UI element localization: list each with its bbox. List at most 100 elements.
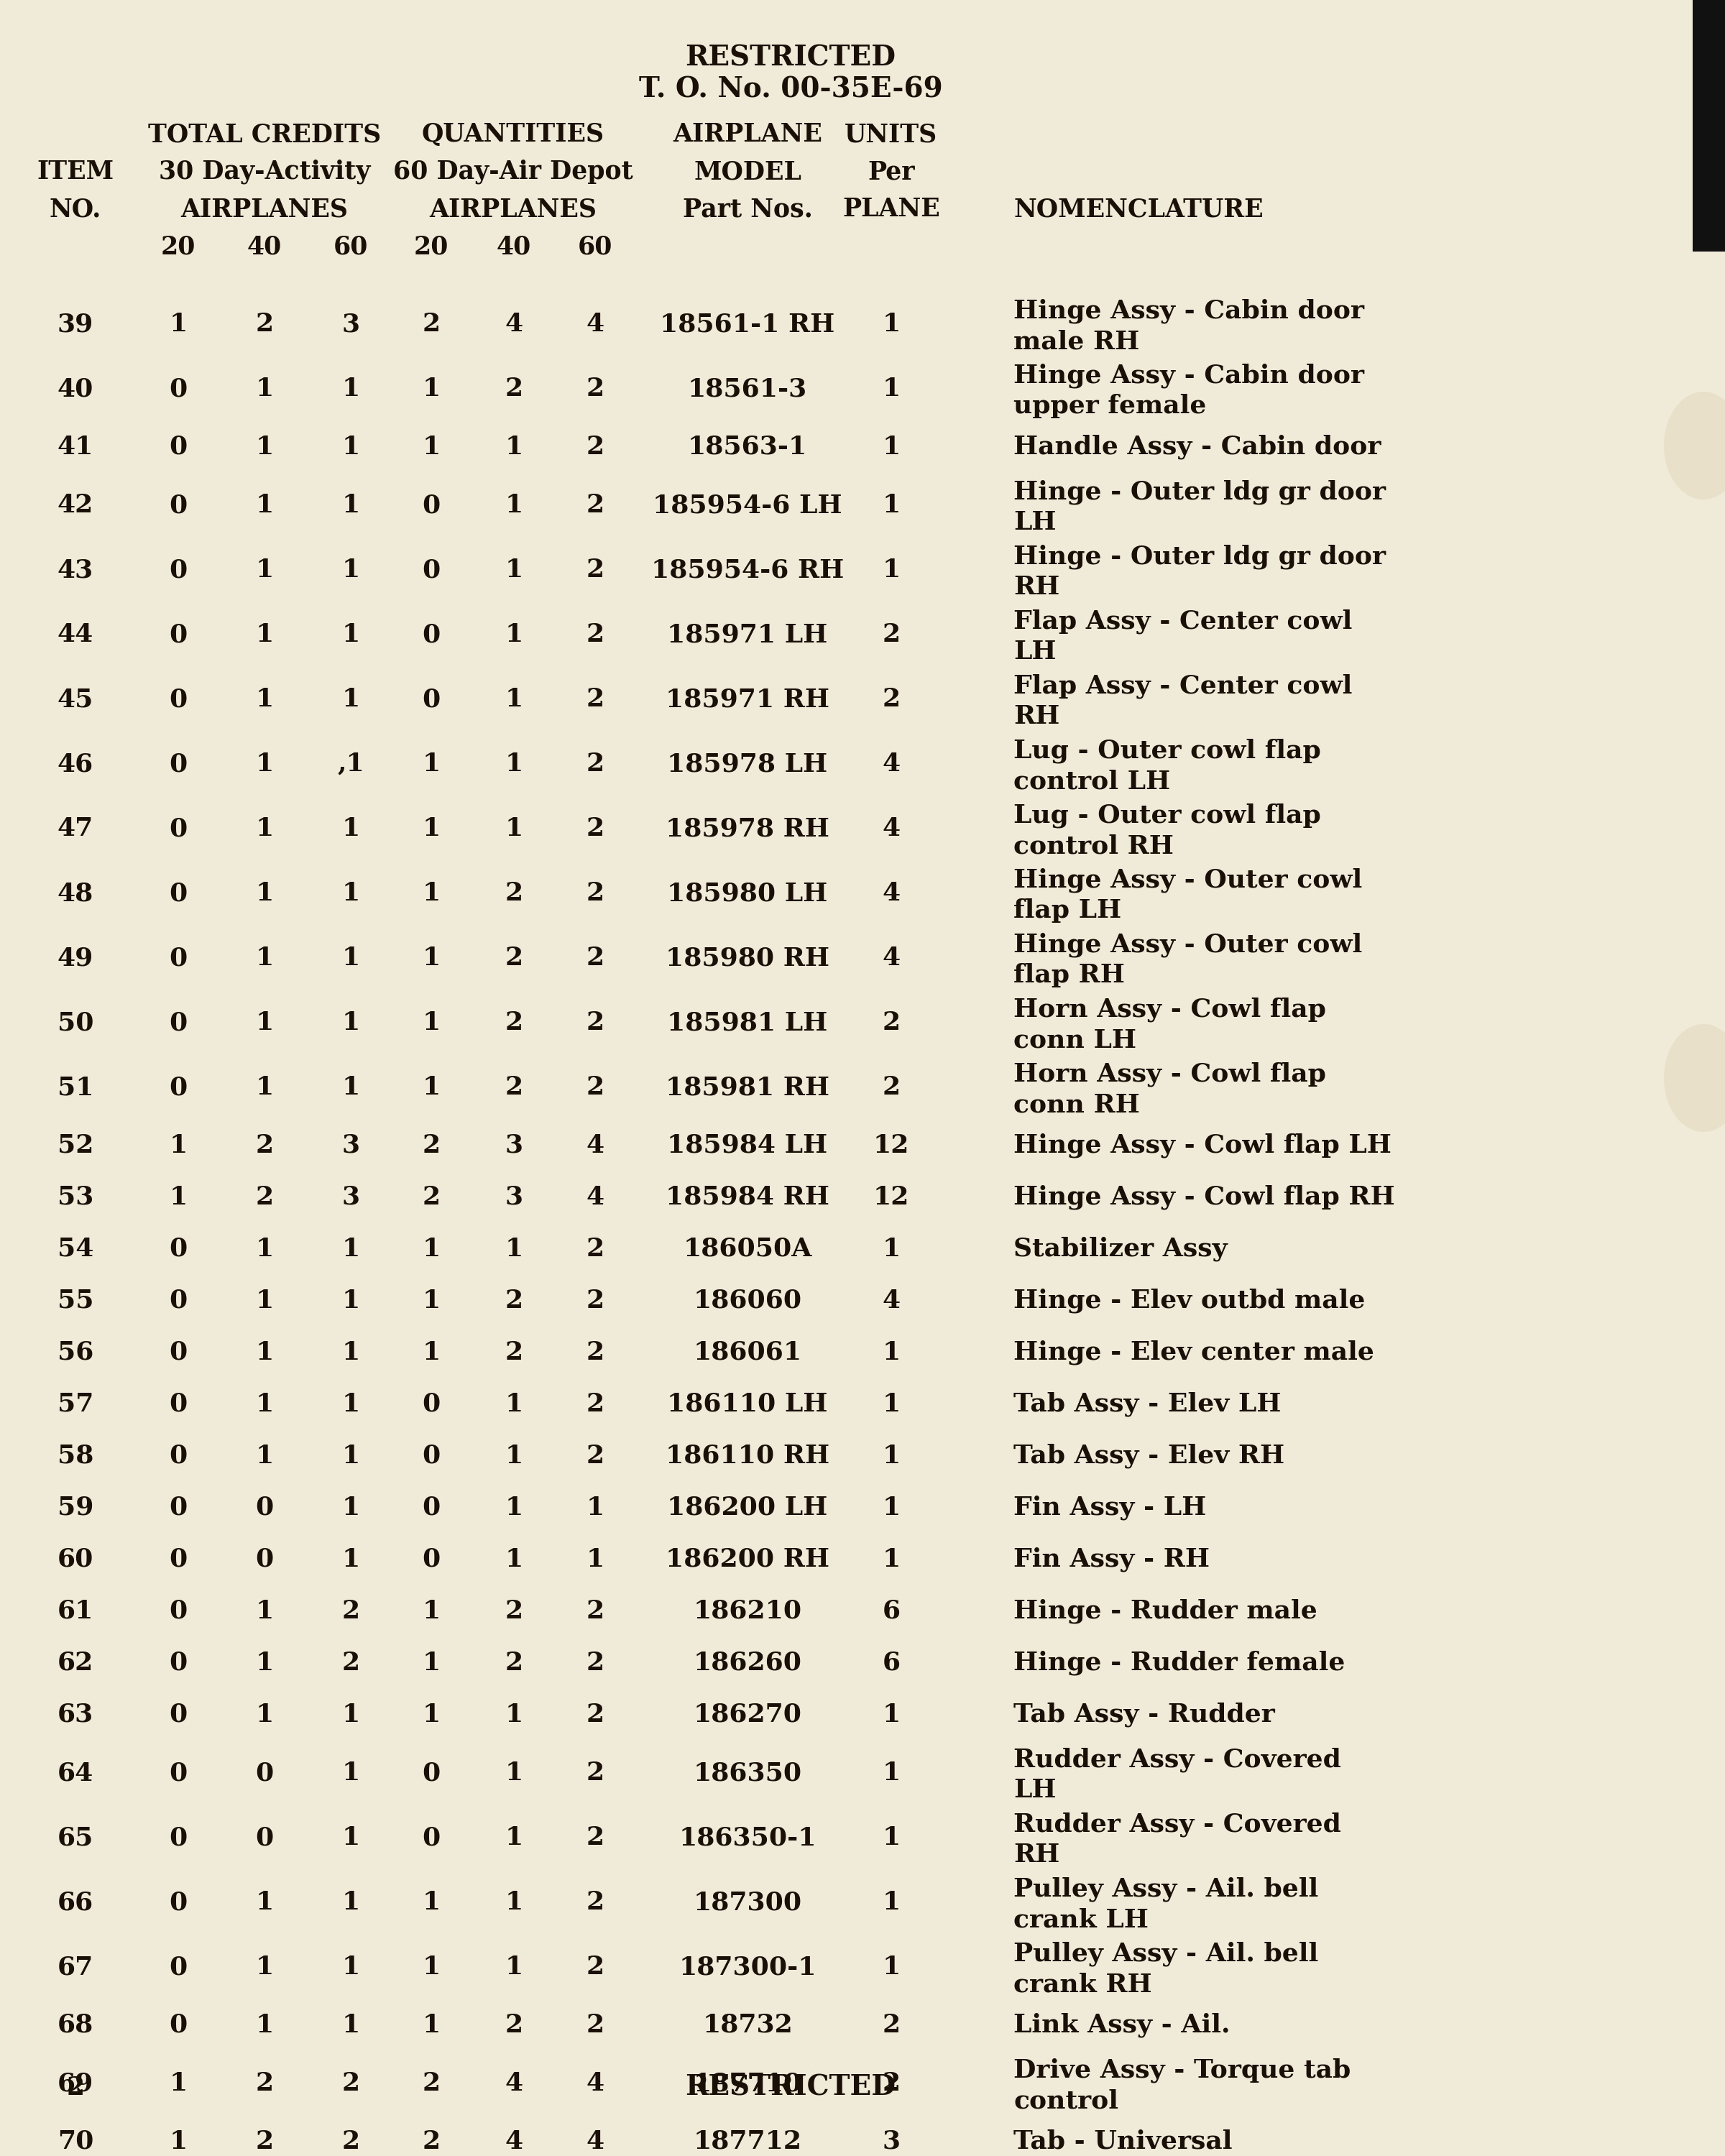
Text: LH: LH bbox=[1014, 511, 1056, 535]
Text: 2: 2 bbox=[423, 2072, 440, 2096]
Text: 45: 45 bbox=[57, 688, 93, 711]
Text: 2: 2 bbox=[423, 2130, 440, 2154]
Text: 1: 1 bbox=[255, 2014, 274, 2037]
Text: 1: 1 bbox=[342, 1496, 361, 1520]
Text: 1: 1 bbox=[505, 1238, 523, 1261]
Text: 185984 RH: 185984 RH bbox=[666, 1186, 830, 1210]
Text: 0: 0 bbox=[423, 558, 440, 582]
Text: 1: 1 bbox=[255, 377, 274, 401]
Text: 3: 3 bbox=[505, 1134, 523, 1158]
Text: Drive Assy - Torque tab: Drive Assy - Torque tab bbox=[1014, 2059, 1351, 2083]
Text: 4: 4 bbox=[587, 1186, 604, 1210]
Text: 2: 2 bbox=[255, 2130, 274, 2154]
Text: 2: 2 bbox=[587, 1011, 604, 1035]
Text: 185978 RH: 185978 RH bbox=[666, 817, 830, 841]
Text: 1: 1 bbox=[881, 1445, 900, 1468]
Text: 18563-1: 18563-1 bbox=[688, 436, 807, 459]
Text: 1: 1 bbox=[342, 494, 361, 517]
Text: 0: 0 bbox=[169, 1496, 188, 1520]
Text: 0: 0 bbox=[169, 436, 188, 459]
Text: 1: 1 bbox=[423, 1011, 440, 1035]
Text: 186060: 186060 bbox=[693, 1289, 802, 1313]
Bar bbox=[1692, 0, 1725, 252]
Text: 3: 3 bbox=[342, 1186, 361, 1210]
Text: 1: 1 bbox=[423, 1955, 440, 1979]
Text: 1: 1 bbox=[255, 1011, 274, 1035]
Text: 1: 1 bbox=[342, 623, 361, 647]
Text: 0: 0 bbox=[169, 688, 188, 711]
Text: 2: 2 bbox=[505, 1011, 523, 1035]
Text: 2: 2 bbox=[587, 1955, 604, 1979]
Text: 2: 2 bbox=[505, 1600, 523, 1623]
Text: ,1: ,1 bbox=[336, 752, 364, 776]
Text: 186210: 186210 bbox=[693, 1600, 802, 1623]
Text: Hinge - Elev center male: Hinge - Elev center male bbox=[1014, 1341, 1375, 1365]
Text: 2: 2 bbox=[587, 377, 604, 401]
Text: 185981 LH: 185981 LH bbox=[668, 1011, 828, 1035]
Text: 0: 0 bbox=[169, 1955, 188, 1979]
Text: 187300: 187300 bbox=[693, 1891, 802, 1915]
Text: 187710: 187710 bbox=[693, 2072, 802, 2096]
Text: 1: 1 bbox=[881, 377, 900, 401]
Text: 60: 60 bbox=[333, 235, 367, 259]
Text: 1: 1 bbox=[881, 1548, 900, 1572]
Text: 1: 1 bbox=[342, 1955, 361, 1979]
Text: 1: 1 bbox=[255, 882, 274, 906]
Text: 1: 1 bbox=[342, 1548, 361, 1572]
Text: 2: 2 bbox=[587, 1341, 604, 1365]
Text: 1: 1 bbox=[169, 2072, 188, 2096]
Text: 1: 1 bbox=[423, 1289, 440, 1313]
Text: 0: 0 bbox=[255, 1496, 274, 1520]
Text: 0: 0 bbox=[423, 623, 440, 647]
Text: 186350: 186350 bbox=[693, 1761, 802, 1785]
Text: Pulley Assy - Ail. bell: Pulley Assy - Ail. bell bbox=[1014, 1943, 1318, 1966]
Text: 67: 67 bbox=[57, 1955, 93, 1979]
Text: 1: 1 bbox=[342, 2014, 361, 2037]
Text: 2: 2 bbox=[881, 2072, 900, 2096]
Text: 70: 70 bbox=[57, 2130, 93, 2154]
Text: 185980 RH: 185980 RH bbox=[666, 946, 830, 970]
Text: 0: 0 bbox=[169, 1076, 188, 1100]
Text: 0: 0 bbox=[169, 1891, 188, 1915]
Text: RESTRICTED: RESTRICTED bbox=[685, 2074, 895, 2102]
Text: 1: 1 bbox=[342, 688, 361, 711]
Text: NO.: NO. bbox=[50, 196, 102, 222]
Text: 2: 2 bbox=[505, 377, 523, 401]
Text: LH: LH bbox=[1014, 640, 1056, 664]
Text: 1: 1 bbox=[423, 1238, 440, 1261]
Text: 1: 1 bbox=[881, 1341, 900, 1365]
Text: 4: 4 bbox=[587, 313, 604, 336]
Text: 4: 4 bbox=[881, 1289, 900, 1313]
Text: 2: 2 bbox=[505, 1651, 523, 1675]
Text: 6: 6 bbox=[881, 1651, 900, 1675]
Text: 1: 1 bbox=[881, 1393, 900, 1416]
Text: 1: 1 bbox=[255, 623, 274, 647]
Text: 1: 1 bbox=[342, 1445, 361, 1468]
Text: 1: 1 bbox=[169, 1186, 188, 1210]
Text: 40: 40 bbox=[497, 235, 531, 259]
Text: 53: 53 bbox=[57, 1186, 93, 1210]
Text: 1: 1 bbox=[342, 1341, 361, 1365]
Text: 186270: 186270 bbox=[693, 1703, 802, 1727]
Text: 1: 1 bbox=[423, 436, 440, 459]
Text: control LH: control LH bbox=[1014, 770, 1170, 793]
Text: LH: LH bbox=[1014, 1779, 1056, 1802]
Text: 4: 4 bbox=[881, 946, 900, 970]
Text: 2: 2 bbox=[587, 436, 604, 459]
Text: 1: 1 bbox=[255, 1341, 274, 1365]
Text: 0: 0 bbox=[169, 623, 188, 647]
Text: 1: 1 bbox=[342, 1238, 361, 1261]
Text: 2: 2 bbox=[587, 494, 604, 517]
Text: 0: 0 bbox=[169, 1548, 188, 1572]
Text: 1: 1 bbox=[423, 1703, 440, 1727]
Text: 1: 1 bbox=[169, 2130, 188, 2154]
Text: male RH: male RH bbox=[1014, 330, 1140, 354]
Text: 46: 46 bbox=[57, 752, 93, 776]
Text: 18732: 18732 bbox=[702, 2014, 794, 2037]
Text: 0: 0 bbox=[169, 1651, 188, 1675]
Text: 186061: 186061 bbox=[693, 1341, 802, 1365]
Text: 185971 RH: 185971 RH bbox=[666, 688, 830, 711]
Text: 44: 44 bbox=[57, 623, 93, 647]
Text: crank LH: crank LH bbox=[1014, 1908, 1149, 1932]
Text: 0: 0 bbox=[423, 1393, 440, 1416]
